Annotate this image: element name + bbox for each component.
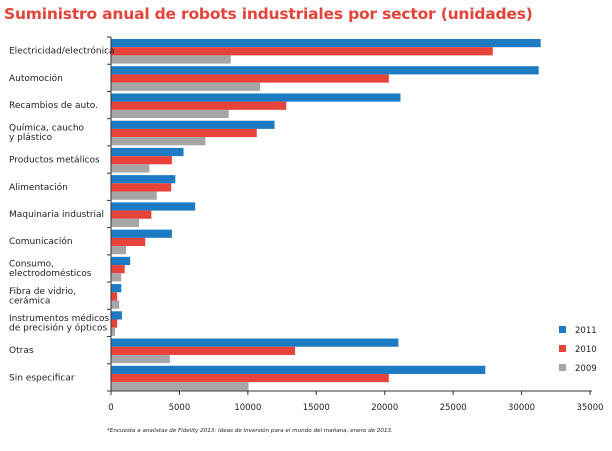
category-label: Consumo, (9, 260, 54, 270)
x-tick-label: 30000 (508, 403, 535, 413)
bar-2010-9 (111, 292, 118, 301)
x-tick-label: 20000 (371, 403, 398, 413)
bar-2011-5 (111, 175, 176, 184)
category-label: Recambios de auto. (9, 101, 98, 111)
category-labels: Electricidad/electrónica Automoción Recamb… (9, 46, 115, 384)
bar-2010-11 (111, 346, 296, 355)
bar-2010-10 (111, 319, 118, 328)
category-label: cerámica (9, 296, 50, 306)
bars-group (111, 39, 541, 391)
x-tick-label: 10000 (234, 403, 261, 413)
bar-2011-9 (111, 284, 122, 293)
legend-swatch-2011 (559, 326, 566, 333)
category-label: Productos metálicos (9, 156, 100, 166)
bar-2010-6 (111, 210, 152, 219)
bar-2009-10 (111, 327, 116, 336)
category-label: de precisión y ópticos (9, 323, 107, 334)
x-tick-label: 15000 (303, 403, 330, 413)
bar-2010-5 (111, 183, 172, 192)
bar-2010-8 (111, 265, 125, 274)
bar-2009-11 (111, 354, 170, 364)
bar-2011-1 (111, 66, 539, 75)
category-label: Maquinaria industrial (9, 210, 104, 220)
bar-2011-11 (111, 338, 399, 347)
bar-2011-8 (111, 256, 131, 266)
category-label: Otras (9, 346, 34, 356)
x-tick-label: 5000 (169, 403, 191, 413)
footnote: *Encuesta a analistas de Fidelity 2013: … (107, 428, 393, 434)
category-label: electrodomésticos (9, 268, 92, 279)
bar-2011-0 (111, 39, 541, 48)
bar-2011-10 (111, 311, 122, 320)
bar-2011-6 (111, 202, 196, 211)
legend-label: 2011 (575, 326, 597, 336)
category-label: Instrumentos médicos (9, 313, 110, 324)
chart-title: Suministro anual de robots industriales … (4, 5, 533, 23)
bar-2010-1 (111, 74, 389, 83)
x-tick-label: 25000 (440, 403, 467, 413)
category-label: Comunicación (9, 236, 73, 247)
axes-group (107, 36, 592, 395)
bar-2011-12 (111, 365, 486, 374)
legend: 2011 2010 2009 (559, 326, 597, 374)
category-label: y plástico (9, 133, 53, 143)
bar-2009-3 (111, 137, 206, 146)
bar-2009-5 (111, 191, 157, 200)
bar-2010-2 (111, 101, 287, 110)
bar-2010-0 (111, 47, 493, 56)
bar-2011-4 (111, 147, 184, 157)
x-tick-label: 35000 (576, 403, 603, 413)
category-label: Automoción (9, 73, 63, 84)
bar-2009-7 (111, 246, 127, 255)
bar-2010-7 (111, 237, 146, 247)
bar-2010-12 (111, 373, 389, 383)
bar-2009-9 (111, 300, 120, 309)
legend-label: 2010 (575, 345, 597, 355)
category-label: Electricidad/electrónica (9, 46, 115, 57)
category-label: Alimentación (9, 182, 68, 193)
bar-2009-1 (111, 82, 261, 91)
bar-2011-3 (111, 120, 275, 129)
bar-2009-12 (111, 382, 249, 391)
legend-swatch-2009 (559, 364, 566, 371)
bar-2011-2 (111, 93, 401, 102)
bar-2009-4 (111, 164, 150, 173)
bar-2010-3 (111, 128, 257, 138)
bar-2009-8 (111, 273, 122, 282)
category-label: Sin especificar (9, 373, 75, 383)
x-tick-labels: 0 5000 10000 15000 20000 25000 30000 35000 (108, 403, 603, 413)
bar-2010-4 (111, 156, 172, 165)
bar-2011-7 (111, 229, 172, 238)
legend-label: 2009 (575, 364, 597, 374)
category-label: Química, caucho (9, 124, 85, 134)
bar-2009-2 (111, 109, 229, 119)
category-label: Fibra de vidrio, (9, 287, 76, 297)
bar-2009-0 (111, 55, 231, 64)
legend-swatch-2010 (559, 345, 566, 352)
bar-2009-6 (111, 218, 140, 227)
x-tick-label: 0 (108, 403, 113, 413)
